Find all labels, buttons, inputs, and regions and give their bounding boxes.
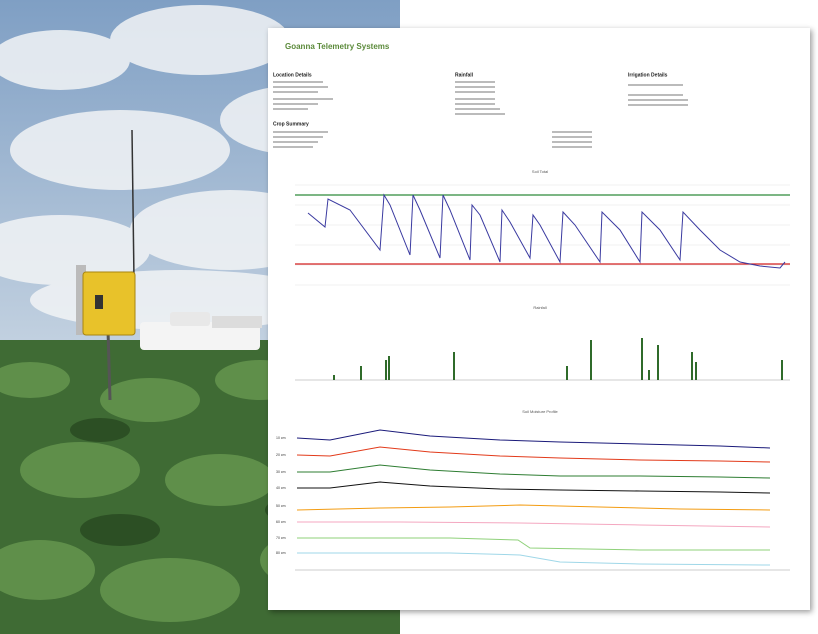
rainfall-chart <box>295 338 790 381</box>
depth-label: 40 cm <box>276 486 286 490</box>
logo: Goanna Telemetry Systems <box>285 42 390 51</box>
report <box>268 28 810 610</box>
text-lines <box>273 81 688 148</box>
depth-label: 70 cm <box>276 536 286 540</box>
depth-label: 50 cm <box>276 504 286 508</box>
moisture-chart <box>295 429 790 571</box>
soil-total-chart <box>295 184 790 286</box>
depth-label: 60 cm <box>276 520 286 524</box>
chart-title: Soil Moisture Profile <box>522 409 558 414</box>
depth-label: 20 cm <box>276 453 286 457</box>
section-title: Irrigation Details <box>628 72 668 78</box>
depth-label: 80 cm <box>276 551 286 555</box>
depth-label: 30 cm <box>276 470 286 474</box>
chart-title: Rainfall <box>533 305 546 310</box>
chart-title: Soil Total <box>532 169 548 174</box>
section-title: Location Details <box>273 72 312 78</box>
section-title: Crop Summary <box>273 121 309 127</box>
depth-label: 10 cm <box>276 436 286 440</box>
section-title: Rainfall <box>455 72 474 78</box>
